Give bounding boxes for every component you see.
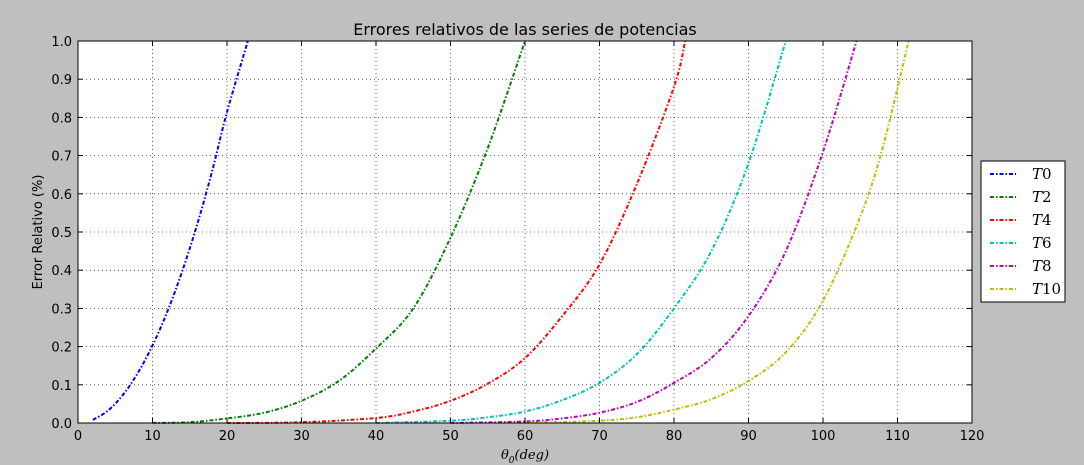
y-tick-label: 0.3	[51, 302, 72, 317]
y-tick-label: 0.4	[51, 264, 72, 279]
series-layer	[92, 40, 910, 424]
legend-label-number: 2	[1042, 188, 1052, 206]
x-tick-label: 120	[960, 429, 985, 444]
x-tick-label: 110	[885, 429, 910, 444]
legend-label-letter: T	[1032, 234, 1043, 252]
y-tick-label: 0.5	[51, 226, 72, 241]
series-line-t4	[226, 40, 687, 424]
x-tick-label: 20	[219, 429, 236, 444]
y-axis-label: Error Relativo (%)	[31, 175, 46, 290]
y-tick-label: 0.9	[51, 73, 72, 88]
legend-label-number: 10	[1042, 280, 1061, 298]
x-axis-label: θ0(deg)	[501, 448, 549, 465]
y-tick-label: 0.2	[51, 341, 72, 356]
x-tick-label: 50	[442, 429, 459, 444]
legend-label-letter: T	[1032, 257, 1043, 275]
y-tick-label: 0.8	[51, 111, 72, 126]
legend-label-letter: T	[1032, 165, 1043, 183]
legend-label-t0: T0	[1032, 165, 1052, 183]
x-tick-label: 80	[666, 429, 683, 444]
grid	[78, 41, 972, 423]
chart-title: Errores relativos de las series de poten…	[353, 20, 697, 39]
legend-label-letter: T	[1032, 188, 1043, 206]
legend-label-number: 6	[1042, 234, 1052, 252]
x-axis-label-sub: 0	[509, 456, 515, 465]
legend-label-letter: T	[1032, 211, 1043, 229]
x-tick-label: 100	[811, 429, 836, 444]
legend-box	[980, 160, 1066, 303]
legend-label-t4: T4	[1032, 211, 1052, 229]
y-tick-label: 0.7	[51, 150, 72, 165]
y-tick-label: 0.6	[51, 188, 72, 203]
x-tick-label: 40	[368, 429, 385, 444]
x-tick-labels: 0 10 20 30 40 50 60 70 80 90 100 110 120	[74, 429, 985, 444]
ticks	[77, 40, 973, 424]
series-line-t6	[375, 40, 787, 424]
series-line-t8	[450, 40, 858, 424]
y-tick-labels: 0.0 0.1 0.2 0.3 0.4 0.5 0.6 0.7 0.8 0.9 1.0	[51, 35, 72, 432]
legend-label-t10: T10	[1032, 280, 1061, 298]
x-tick-label: 60	[517, 429, 534, 444]
x-axis-label-rest: (deg)	[515, 448, 549, 463]
y-tick-label: 0.0	[51, 417, 72, 432]
legend-label-t2: T2	[1032, 188, 1052, 206]
y-tick-label: 1.0	[51, 35, 72, 50]
x-tick-label: 90	[740, 429, 757, 444]
legend-label-number: 0	[1042, 165, 1052, 183]
x-axis-label-main: θ	[501, 448, 509, 463]
legend-label-letter: T	[1032, 280, 1043, 298]
x-tick-label: 70	[591, 429, 608, 444]
series-line-t2	[152, 40, 526, 424]
legend-label-t6: T6	[1032, 234, 1052, 252]
x-tick-label: 10	[144, 429, 161, 444]
x-tick-label: 30	[293, 429, 310, 444]
legend-label-t8: T8	[1032, 257, 1052, 275]
series-line-t0	[92, 40, 249, 421]
series-line-t10	[524, 40, 910, 424]
legend-label-number: 8	[1042, 257, 1052, 275]
y-tick-label: 0.1	[51, 379, 72, 394]
x-tick-label: 0	[74, 429, 82, 444]
legend-label-number: 4	[1042, 211, 1052, 229]
